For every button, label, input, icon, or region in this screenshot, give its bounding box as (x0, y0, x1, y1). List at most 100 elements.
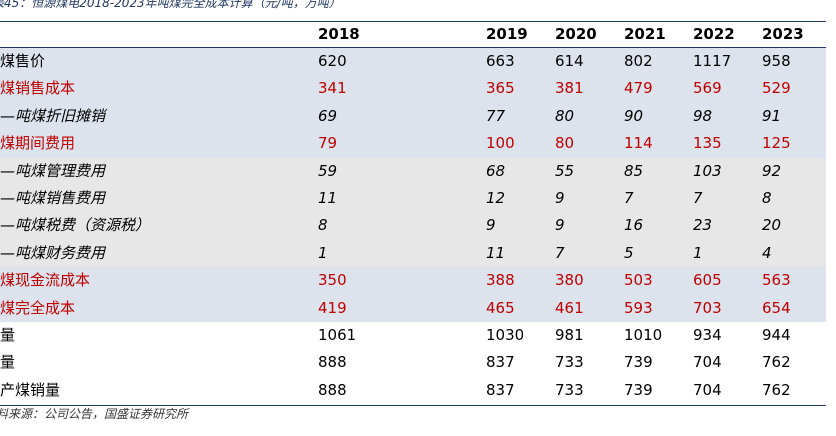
row-label: 煤现金流成本 (0, 271, 91, 290)
table-cell: 739 (624, 353, 653, 372)
table-cell: 92 (762, 161, 782, 180)
table-cell: 1117 (693, 52, 732, 70)
table-cell: 68 (486, 161, 506, 180)
table-cell: 7 (555, 243, 565, 262)
table-cell: 98 (693, 106, 713, 125)
table-cell: 1 (318, 243, 328, 262)
table-cell: 479 (624, 79, 653, 98)
row-label: 煤完全成本 (0, 298, 76, 317)
table-cell: 733 (555, 353, 584, 372)
table-cell: 762 (762, 353, 791, 372)
table-cell: 100 (486, 134, 515, 153)
table-cell: 103 (693, 161, 722, 180)
table-row: 煤完全成本 419 465 461 593 703 654 (0, 294, 826, 322)
table-cell: 59 (318, 161, 338, 180)
column-header: 2020 (555, 25, 597, 43)
table-cell: 981 (555, 326, 584, 344)
table-cell: 11 (486, 243, 506, 262)
table-cell: 8 (762, 189, 772, 207)
table-cell: 80 (555, 134, 575, 153)
row-label: —吨煤税费（资源税） (0, 216, 151, 235)
table-cell: 620 (318, 52, 347, 70)
row-label: —吨煤财务费用 (0, 243, 106, 262)
table-cell: 958 (762, 52, 791, 70)
row-label: —吨煤折旧摊销 (0, 106, 106, 125)
table-cell: 90 (624, 106, 644, 125)
table-cell: 20 (762, 216, 782, 235)
table-row: 产煤销量 888 837 733 739 704 762 (0, 377, 826, 404)
table-cell: 837 (486, 353, 515, 372)
row-label: 量 (0, 326, 16, 344)
table-cell: 9 (486, 216, 496, 235)
table-cell: 1010 (624, 326, 663, 344)
table-cell: 944 (762, 326, 791, 344)
row-label: —吨煤销售费用 (0, 189, 106, 207)
row-label: 量 (0, 353, 16, 372)
table-cell: 593 (624, 298, 653, 317)
table-cell: 461 (555, 298, 584, 317)
table-title: 表45：恒源煤电2018-2023年吨煤完全成本计算（元/吨，万吨） (0, 0, 341, 10)
table-cell: 16 (624, 216, 644, 235)
table-cell: 654 (762, 298, 791, 317)
table-cell: 739 (624, 380, 653, 399)
table-cell: 12 (486, 189, 506, 207)
table-cell: 4 (762, 243, 772, 262)
table-cell: 7 (693, 189, 703, 207)
table-cell: 888 (318, 380, 347, 399)
table-cell: 704 (693, 380, 722, 399)
table-cell: 381 (555, 79, 584, 98)
table-cell: 85 (624, 161, 644, 180)
table-cell: 365 (486, 79, 515, 98)
table-cell: 614 (555, 52, 584, 70)
row-label: —吨煤管理费用 (0, 161, 106, 180)
table-cell: 934 (693, 326, 722, 344)
row-label: 煤售价 (0, 52, 46, 70)
table-cell: 704 (693, 353, 722, 372)
table-cell: 23 (693, 216, 713, 235)
table-cell: 79 (318, 134, 338, 153)
table-cell: 1061 (318, 326, 357, 344)
table-row: 煤现金流成本 350 388 380 503 605 563 (0, 267, 826, 295)
table-cell: 388 (486, 271, 515, 290)
table-cell: 1030 (486, 326, 525, 344)
table-row: —吨煤销售费用 11 12 9 7 7 8 (0, 185, 826, 213)
table-cell: 563 (762, 271, 791, 290)
column-header: 2018 (318, 25, 360, 43)
row-label: 煤期间费用 (0, 134, 76, 153)
table-row: —吨煤管理费用 59 68 55 85 103 92 (0, 157, 826, 185)
table-cell: 1 (693, 243, 703, 262)
table-cell: 663 (486, 52, 515, 70)
bottom-rule (0, 405, 826, 406)
table-cell: 8 (318, 216, 328, 235)
table-row: 煤期间费用 79 100 80 114 135 125 (0, 130, 826, 158)
column-header: 2019 (486, 25, 528, 43)
table-cell: 503 (624, 271, 653, 290)
table-cell: 380 (555, 271, 584, 290)
table-cell: 837 (486, 380, 515, 399)
table-cell: 569 (693, 79, 722, 98)
table-row: 煤售价 620 663 614 802 1117 958 (0, 48, 826, 76)
table-row: 煤销售成本 341 365 381 479 569 529 (0, 75, 826, 103)
table-cell: 703 (693, 298, 722, 317)
table-row: 量 888 837 733 739 704 762 (0, 349, 826, 376)
table-cell: 135 (693, 134, 722, 153)
table-cell: 529 (762, 79, 791, 98)
table-cell: 762 (762, 380, 791, 399)
table-cell: 7 (624, 189, 634, 207)
table-cell: 91 (762, 106, 782, 125)
table-cell: 350 (318, 271, 347, 290)
table-cell: 11 (318, 189, 338, 207)
table-cell: 80 (555, 106, 575, 125)
row-label: 煤销售成本 (0, 79, 76, 98)
source-note: 料来源：公司公告，国盛证券研究所 (0, 407, 189, 421)
table-row: —吨煤折旧摊销 69 77 80 90 98 91 (0, 102, 826, 131)
table-cell: 125 (762, 134, 791, 153)
table-row: 量 1061 1030 981 1010 934 944 (0, 322, 826, 349)
row-label: 产煤销量 (0, 380, 61, 399)
table-cell: 114 (624, 134, 653, 153)
table-cell: 9 (555, 189, 565, 207)
table-cell: 341 (318, 79, 347, 98)
table-cell: 5 (624, 243, 634, 262)
table-cell: 605 (693, 271, 722, 290)
table-cell: 465 (486, 298, 515, 317)
